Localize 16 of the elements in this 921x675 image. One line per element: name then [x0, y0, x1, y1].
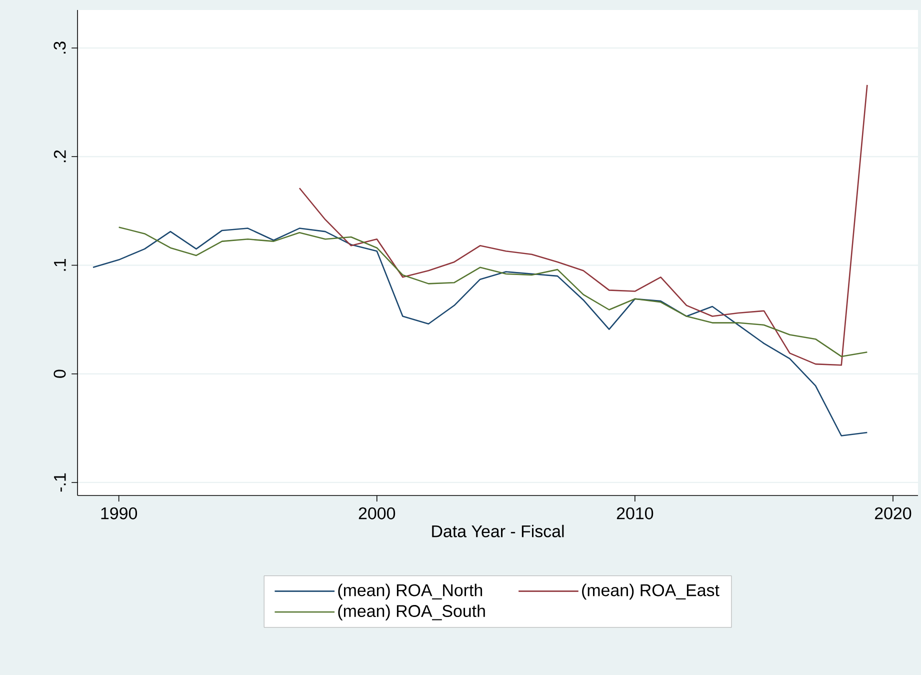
y-tick-label: .3: [54, 42, 66, 54]
x-tick-label: 2020: [874, 507, 912, 520]
x-tick-label: 2010: [616, 507, 654, 520]
legend-label: (mean) ROA_South: [338, 604, 485, 620]
y-tick-label: -.1: [54, 473, 66, 492]
line-series: [118, 226, 868, 358]
legend-label: (mean) ROA_East: [582, 584, 720, 600]
x-axis-title: Data Year - Fiscal: [432, 524, 564, 538]
x-tick-label: 2000: [358, 507, 396, 520]
y-tick-label: .1: [54, 258, 66, 271]
y-tick-label: 0: [54, 370, 66, 378]
y-tick-label: .2: [54, 150, 66, 162]
x-tick-label: 1990: [101, 507, 138, 520]
line-series: [92, 228, 868, 436]
line-series: [298, 84, 868, 366]
legend-label: (mean) ROA_North: [338, 584, 482, 600]
